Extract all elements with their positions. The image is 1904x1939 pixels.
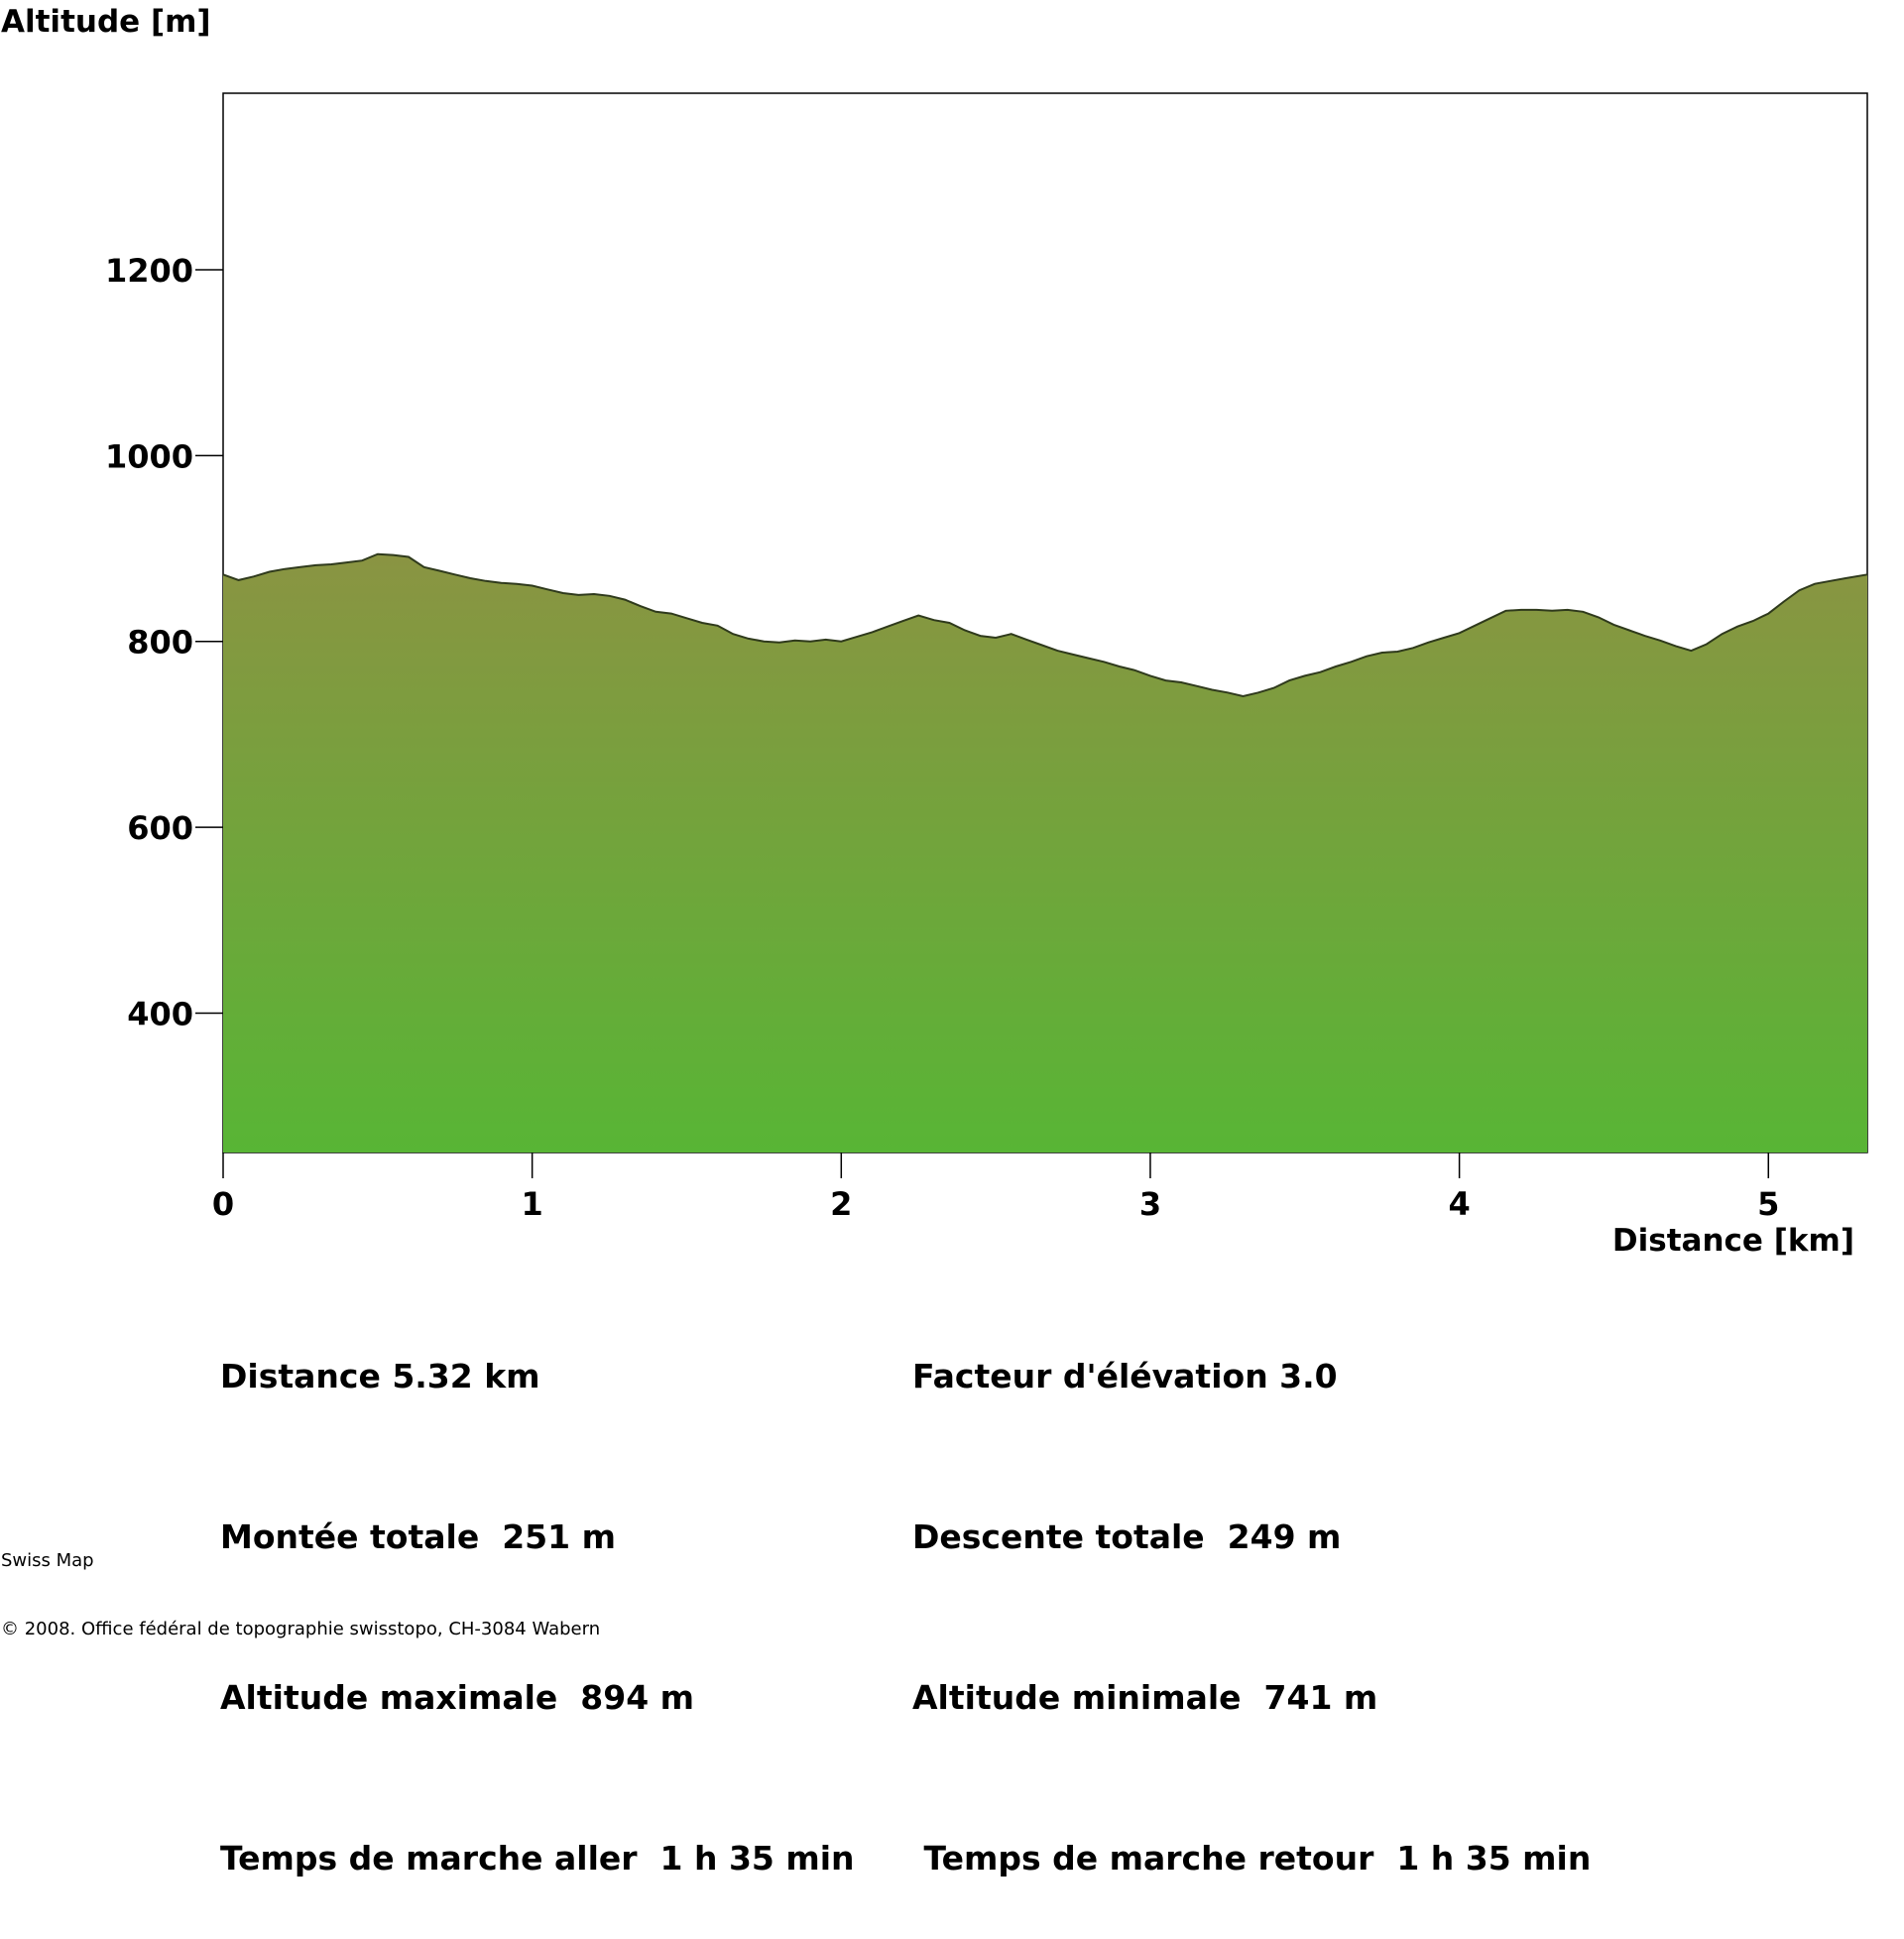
x-axis-title: Distance [km] [1612, 1223, 1854, 1259]
copyright-footer: Swiss Map © 2008. Office fédéral de topo… [1, 1504, 600, 1663]
x-tick-label-5: 5 [1757, 1185, 1779, 1223]
stat-total-descent: Descente totale 249 m [912, 1517, 1342, 1556]
stat-elevation-factor: Facteur d'élévation 3.0 [912, 1357, 1338, 1395]
terrain-profile-line [222, 552, 1868, 698]
x-tick-label-3: 3 [1139, 1185, 1161, 1223]
stat-max-altitude: Altitude maximale 894 m [220, 1678, 695, 1717]
y-axis-title: Altitude [m] [1, 4, 211, 40]
stats-right-column: Facteur d'élévation 3.0 Descente totale … [912, 1243, 1591, 1939]
stat-distance: Distance 5.32 km [220, 1357, 540, 1395]
stat-min-altitude: Altitude minimale 741 m [912, 1678, 1378, 1717]
x-tick-label-2: 2 [830, 1185, 852, 1223]
stat-walk-time-return: Temps de marche retour 1 h 35 min [912, 1839, 1592, 1878]
y-tick-label-1000: 1000 [105, 437, 193, 475]
x-tick-label-4: 4 [1448, 1185, 1470, 1223]
elevation-profile-chart: Altitude [m] 400 600 800 1000 1200 0 1 2 3 4 5 Di… [1, 4, 1868, 1259]
x-axis-ticks: 0 1 2 3 4 5 [212, 1152, 1779, 1223]
stat-total-ascent: Montée totale 251 m [220, 1517, 616, 1556]
stat-walk-time-outbound: Temps de marche aller 1 h 35 min [220, 1839, 855, 1878]
y-tick-label-600: 600 [127, 809, 193, 847]
y-tick-label-1200: 1200 [105, 252, 193, 290]
footer-copyright: © 2008. Office fédéral de topographie sw… [1, 1619, 601, 1639]
x-tick-label-0: 0 [212, 1185, 234, 1223]
terrain-area [223, 553, 1867, 1152]
footer-product-name: Swiss Map [1, 1550, 94, 1571]
x-tick-label-1: 1 [522, 1185, 543, 1223]
y-tick-label-400: 400 [127, 995, 193, 1032]
y-axis-ticks: 400 600 800 1000 1200 [105, 252, 223, 1032]
y-tick-label-800: 800 [127, 624, 193, 662]
